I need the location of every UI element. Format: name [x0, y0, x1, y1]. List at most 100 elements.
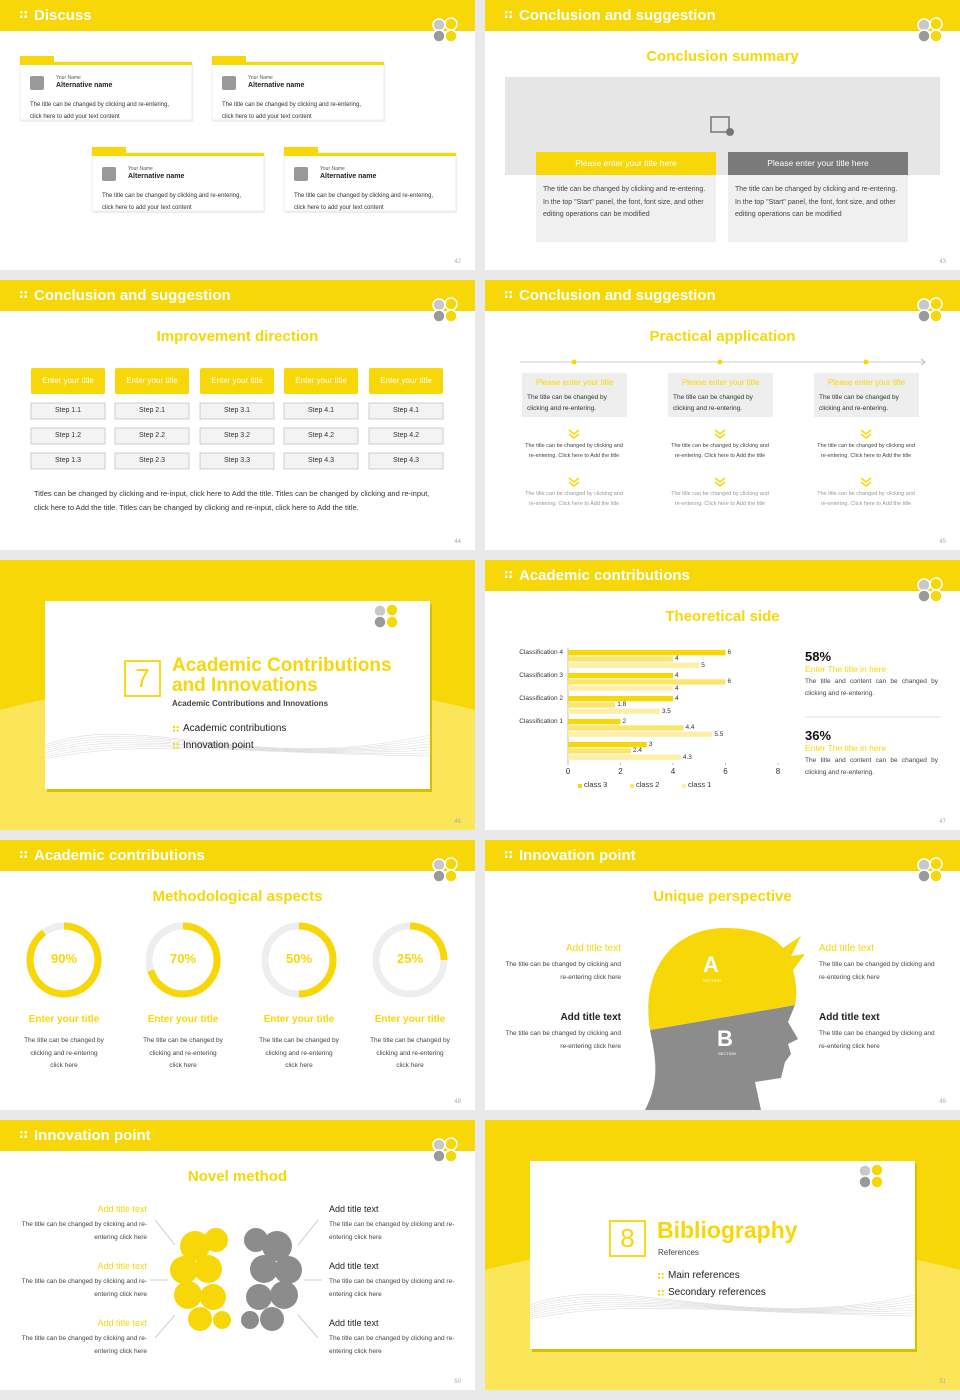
bullet-dot: [509, 295, 512, 298]
section-subtitle: Academic Contributions and Innovations: [172, 699, 329, 708]
bullet-dot: [661, 1276, 664, 1279]
step-label: Step 3.2: [223, 432, 251, 439]
section-item: Main references: [668, 1270, 740, 1281]
slide-subtitle: Unique perspective: [653, 888, 792, 905]
wave-line: [44, 742, 431, 754]
card-label: Your Name: [128, 166, 153, 172]
step-label: Step 3.3: [223, 457, 251, 464]
brain-right: [246, 1284, 272, 1310]
slide: Academic contributions Theoretical side 47…: [485, 560, 960, 830]
step-label: Step 4.2: [392, 432, 420, 439]
item-title: Enter your title: [374, 1014, 446, 1025]
bullet-dot: [20, 1131, 23, 1134]
page-number: 48: [454, 1099, 461, 1105]
legend-label: class 2: [636, 780, 660, 789]
page-number: 42: [454, 259, 461, 265]
head-caption: SECTION: [703, 978, 721, 983]
stat-text: The title and content can be changed by …: [805, 678, 938, 697]
bullet-dot: [24, 855, 27, 858]
avatar: [222, 76, 236, 90]
item-text: The title can be changed by clicking and…: [329, 1335, 455, 1355]
head-letter: A: [703, 952, 719, 977]
column-title: Enter your title: [42, 376, 94, 385]
item-title: Add title text: [97, 1261, 147, 1271]
slide-title: Innovation point: [519, 847, 636, 864]
card-top: [20, 62, 192, 65]
logo-dot: [917, 29, 931, 43]
avatar: [102, 167, 116, 181]
bar: [568, 708, 660, 714]
logo-dot: [917, 578, 931, 592]
item-title: Add title text: [329, 1204, 379, 1214]
step-label: Step 2.1: [138, 407, 166, 414]
bullet-dot: [661, 1293, 664, 1296]
card: [530, 1161, 915, 1349]
slide-subtitle: Methodological aspects: [152, 888, 323, 905]
slide-graphics: [0, 280, 475, 470]
logo-dot: [373, 604, 387, 618]
logo-dot: [432, 858, 446, 872]
wave-line: [529, 1300, 916, 1312]
slide-subtitle: Novel method: [187, 1168, 288, 1185]
item-detail: The title can be changed by clicking and…: [525, 491, 623, 507]
card-top: [284, 153, 456, 156]
logo-dot: [858, 1164, 872, 1178]
logo-dot: [432, 298, 446, 312]
card-name: Alternative name: [56, 82, 113, 89]
logo-dot: [444, 857, 458, 871]
page-number: 43: [939, 259, 946, 265]
chevron: [714, 477, 726, 487]
slide: Academic contributions Methodological asp…: [0, 840, 475, 1110]
slide: Conclusion and suggestion Conclusion summ…: [485, 0, 960, 270]
logo-dot: [929, 857, 943, 871]
category-label: Classification 1: [519, 718, 563, 725]
card-text: The title can be changed by clicking and…: [222, 102, 362, 120]
wave-line: [44, 736, 431, 750]
section-item: Academic contributions: [183, 723, 287, 734]
brain-left: [204, 1228, 228, 1252]
item-title: Enter your title: [147, 1014, 219, 1025]
timeline-dot: [863, 359, 869, 365]
slide-graphics: [0, 840, 475, 998]
bullet-dot: [24, 291, 27, 294]
section-subtitle: References: [658, 1248, 699, 1257]
bullet-dot: [24, 15, 27, 18]
connector: [154, 1219, 176, 1246]
brain-left: [174, 1281, 202, 1309]
bar: [568, 650, 726, 656]
section-number: 7: [135, 663, 150, 693]
head-letter: B: [717, 1026, 733, 1051]
donut-arc: [298, 922, 337, 998]
logo-dot: [929, 297, 943, 311]
step-box: [368, 402, 444, 420]
item-title: Add title text: [329, 1318, 379, 1328]
slide-graphics: [485, 1120, 960, 1390]
column-title-box: [200, 368, 274, 394]
step-box: [199, 427, 275, 445]
x-tick-label: 2: [618, 767, 623, 776]
category-label: Classification 2: [519, 695, 563, 702]
logo-dot: [929, 869, 943, 883]
bar: [568, 725, 684, 731]
bullet-dot: [24, 1131, 27, 1134]
donut-label: 50%: [285, 951, 313, 966]
item-text: The title can be changed by clicking and…: [505, 1030, 621, 1050]
bullet-dot: [509, 855, 512, 858]
bullet-dot: [661, 1290, 664, 1292]
bullet-dot: [505, 295, 508, 298]
header-band: [0, 280, 475, 311]
wave-line: [529, 1306, 916, 1318]
header-band: [485, 560, 960, 591]
item-title: Add title text: [819, 943, 875, 954]
card-label: Your Name: [320, 166, 345, 172]
bullet-dot: [658, 1273, 660, 1275]
step-box: [30, 402, 106, 420]
wave-line: [529, 1298, 916, 1311]
bullet-dot: [505, 291, 508, 294]
item-title: Please enter your title: [681, 378, 760, 387]
wave-line: [44, 740, 431, 752]
step-label: Step 4.3: [392, 457, 420, 464]
bar-value-label: 4: [675, 672, 679, 679]
item-title: Enter your title: [28, 1014, 100, 1025]
box-text: The title can be changed by clicking and…: [543, 186, 706, 218]
